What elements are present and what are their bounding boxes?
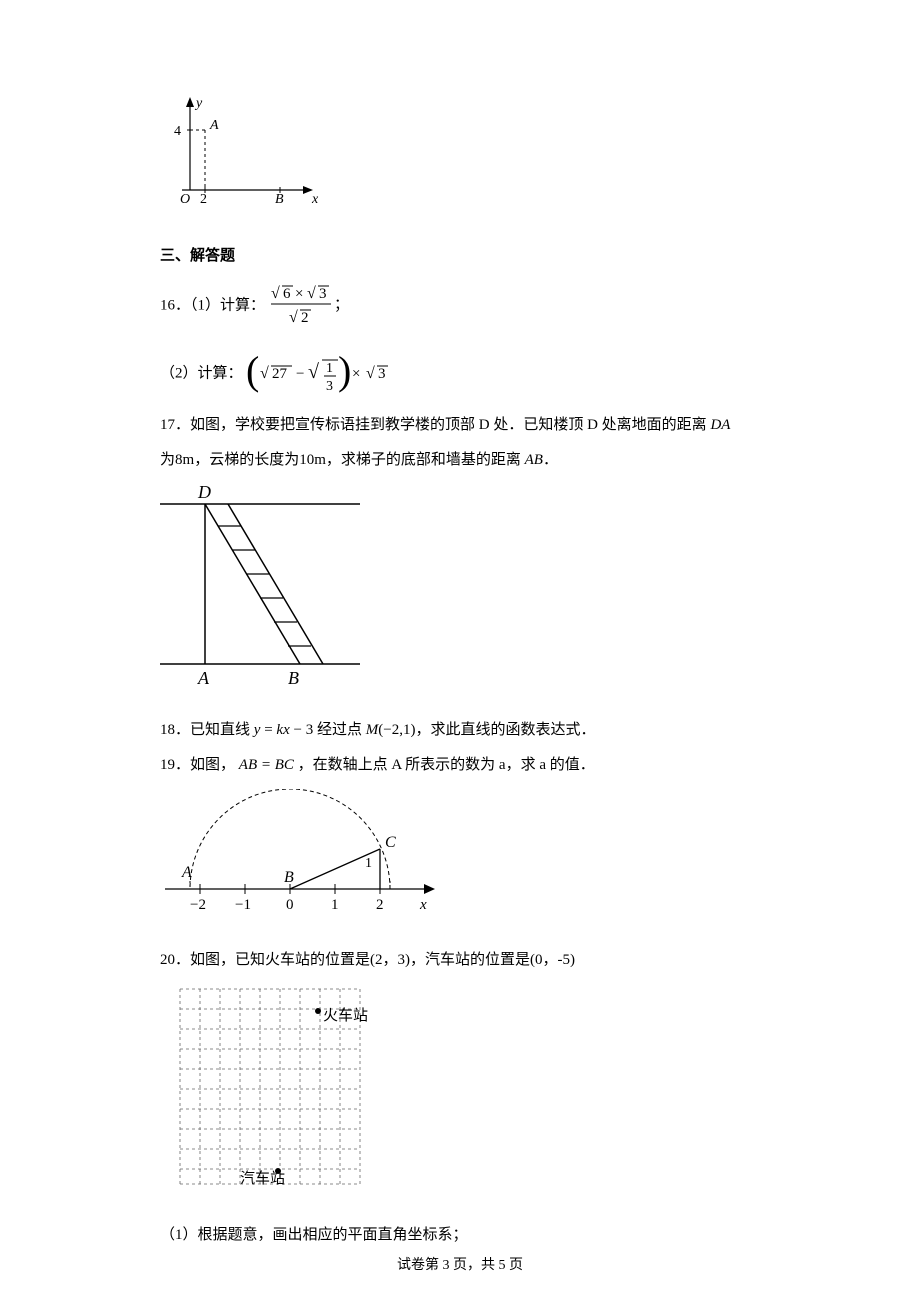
svg-text:0: 0 [286, 897, 294, 913]
svg-text:1: 1 [326, 361, 333, 376]
svg-text:27: 27 [272, 366, 288, 382]
svg-text:√: √ [289, 309, 298, 326]
origin-label: O [180, 192, 190, 207]
svg-text:火车站: 火车站 [323, 1007, 368, 1024]
x-tick-2: 2 [200, 192, 207, 207]
section-3-heading: 三、解答题 [160, 243, 760, 270]
coord-plane-svg: y x O 4 2 A B [160, 95, 330, 215]
svg-text:C: C [385, 834, 396, 851]
p17-num: 17． [160, 417, 190, 433]
svg-text:A: A [197, 668, 210, 688]
p16-num: 16． [160, 297, 190, 313]
page-content: y x O 4 2 A B 三、解答题 16．（1）计算： √6 × √3 [160, 95, 760, 1249]
p16-formula-1: √6 × √3 √2 ； [269, 282, 349, 330]
figure-coord-plane: y x O 4 2 A B [160, 95, 760, 225]
p20-num: 20． [160, 952, 190, 968]
problem-18: 18．已知直线 y = kx − 3 经过点 M(−2,1)，求此直线的函数表达… [160, 717, 760, 744]
axis-x-label: x [311, 192, 319, 207]
svg-text:−: − [296, 366, 304, 382]
svg-text:x: x [419, 897, 427, 913]
svg-text:B: B [288, 668, 299, 688]
svg-text:1: 1 [331, 897, 339, 913]
svg-text:3: 3 [378, 366, 386, 382]
problem-17: 17．如图，学校要把宣传标语挂到教学楼的顶部 D 处．已知楼顶 D 处离地面的距… [160, 412, 760, 699]
point-B-label: B [275, 192, 284, 207]
p16-part1-label: （1）计算： [190, 297, 265, 313]
svg-text:3: 3 [326, 379, 333, 394]
svg-text:6: 6 [283, 286, 291, 302]
problem-20: 20．如图，已知火车站的位置是(2，3)，汽车站的位置是(0，-5) [160, 947, 760, 1249]
svg-text:√: √ [307, 285, 316, 302]
svg-text:汽车站: 汽车站 [240, 1170, 285, 1187]
problem-16: 16．（1）计算： √6 × √3 √2 ； （2）计算： ( √27 − [160, 282, 760, 400]
point-A-label: A [209, 118, 219, 133]
figure-grid: 火车站 汽车站 [170, 984, 760, 1204]
p20-sub1: （1）根据题意，画出相应的平面直角坐标系； [160, 1222, 760, 1249]
svg-text:1: 1 [365, 856, 372, 871]
svg-text:2: 2 [301, 310, 309, 326]
p18-num: 18． [160, 722, 190, 738]
svg-text:；: ； [334, 297, 349, 313]
svg-text:√: √ [366, 365, 375, 382]
svg-text:√: √ [308, 361, 319, 383]
svg-text:): ) [338, 348, 351, 393]
problem-19: 19．如图， AB = BC ，在数轴上点 A 所表示的数为 a，求 a 的值．… [160, 752, 760, 929]
svg-text:−1: −1 [235, 897, 251, 913]
p16-part2-label: （2）计算： [160, 365, 243, 381]
svg-text:A: A [181, 864, 192, 881]
figure-number-line: −2 −1 0 1 2 x 1 C B A [160, 789, 760, 929]
y-tick-4: 4 [174, 124, 181, 139]
svg-text:√: √ [260, 365, 269, 382]
p17-DA: DA [710, 417, 730, 433]
p19-num: 19． [160, 757, 190, 773]
svg-text:2: 2 [376, 897, 384, 913]
svg-text:×: × [352, 366, 360, 382]
axis-y-label: y [194, 96, 203, 111]
page-footer: 试卷第 3 页，共 5 页 [0, 1254, 920, 1274]
svg-text:B: B [284, 869, 294, 886]
svg-text:−2: −2 [190, 897, 206, 913]
svg-text:×: × [295, 286, 303, 302]
p16-formula-2: ( √27 − √ 1 3 ) × √3 [246, 348, 416, 400]
p17-text1: 如图，学校要把宣传标语挂到教学楼的顶部 D 处．已知楼顶 D 处离地面的距离 [190, 417, 707, 433]
svg-text:D: D [197, 484, 211, 502]
svg-text:3: 3 [319, 286, 327, 302]
svg-text:√: √ [271, 285, 280, 302]
figure-ladder: D A B [160, 484, 760, 699]
svg-text:(: ( [246, 348, 259, 393]
